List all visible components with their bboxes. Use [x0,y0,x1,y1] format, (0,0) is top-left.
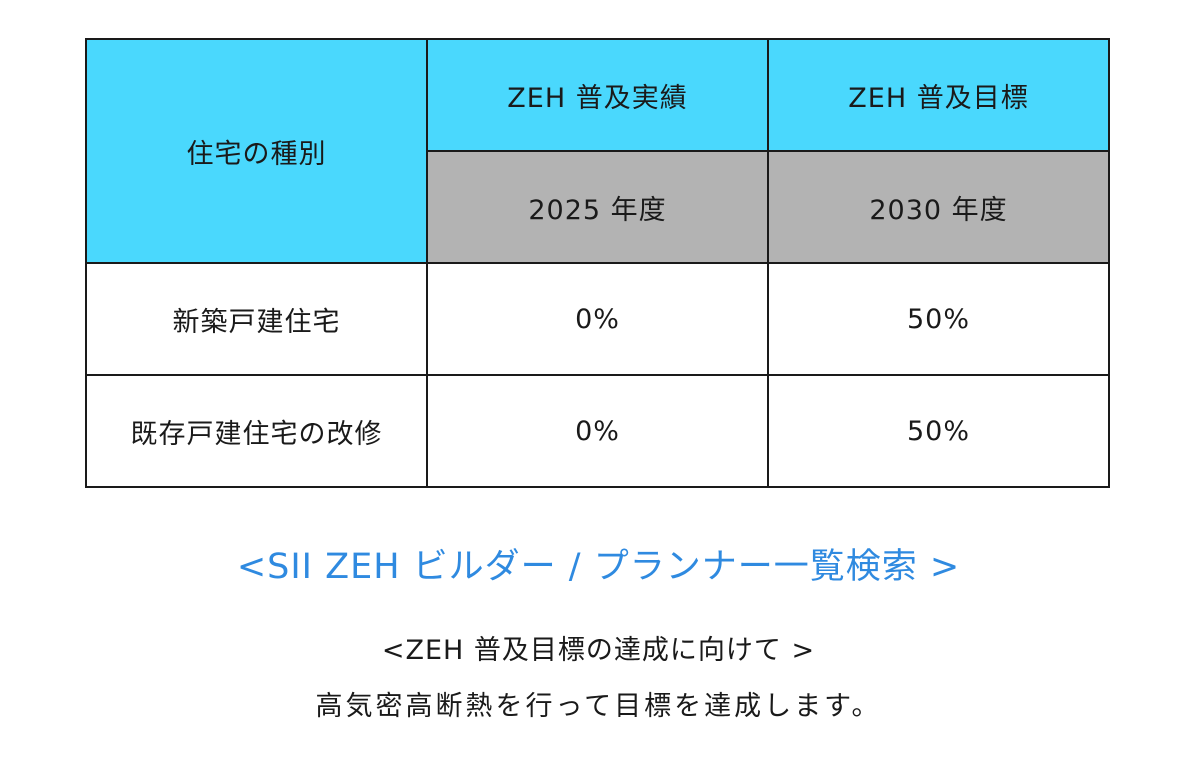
row-actual-cell: 0% [426,374,769,488]
table-row: 新築戸建住宅 0% 50% [85,262,1110,376]
row-type-cell: 既存戸建住宅の改修 [85,374,428,488]
header-actual-year-cell: 2025 年度 [426,150,769,264]
zeh-target-table: 住宅の種別 ZEH 普及実績 ZEH 普及目標 2025 年度 2030 年度 … [85,38,1110,488]
header-actual-cell: ZEH 普及実績 [426,38,769,152]
section-heading: <ZEH 普及目標の達成に向けて > [381,635,816,666]
body-text: 高気密高断熱を行って目標を達成します。 [315,691,882,722]
row-type-cell: 新築戸建住宅 [85,262,428,376]
header-target-cell: ZEH 普及目標 [767,38,1110,152]
header-target-year-cell: 2030 年度 [767,150,1110,264]
year-row: 2025 年度 2030 年度 [86,150,1110,264]
header-type-cell: 住宅の種別 [85,38,428,264]
sii-builder-search-link[interactable]: <SII ZEH ビルダー / プランナー一覧検索 > [236,547,961,587]
table-row: 既存戸建住宅の改修 0% 50% [85,374,1110,488]
row-target-cell: 50% [767,262,1110,376]
header-row: 住宅の種別 ZEH 普及実績 ZEH 普及目標 [85,38,1110,264]
row-target-cell: 50% [767,374,1110,488]
row-actual-cell: 0% [426,262,769,376]
